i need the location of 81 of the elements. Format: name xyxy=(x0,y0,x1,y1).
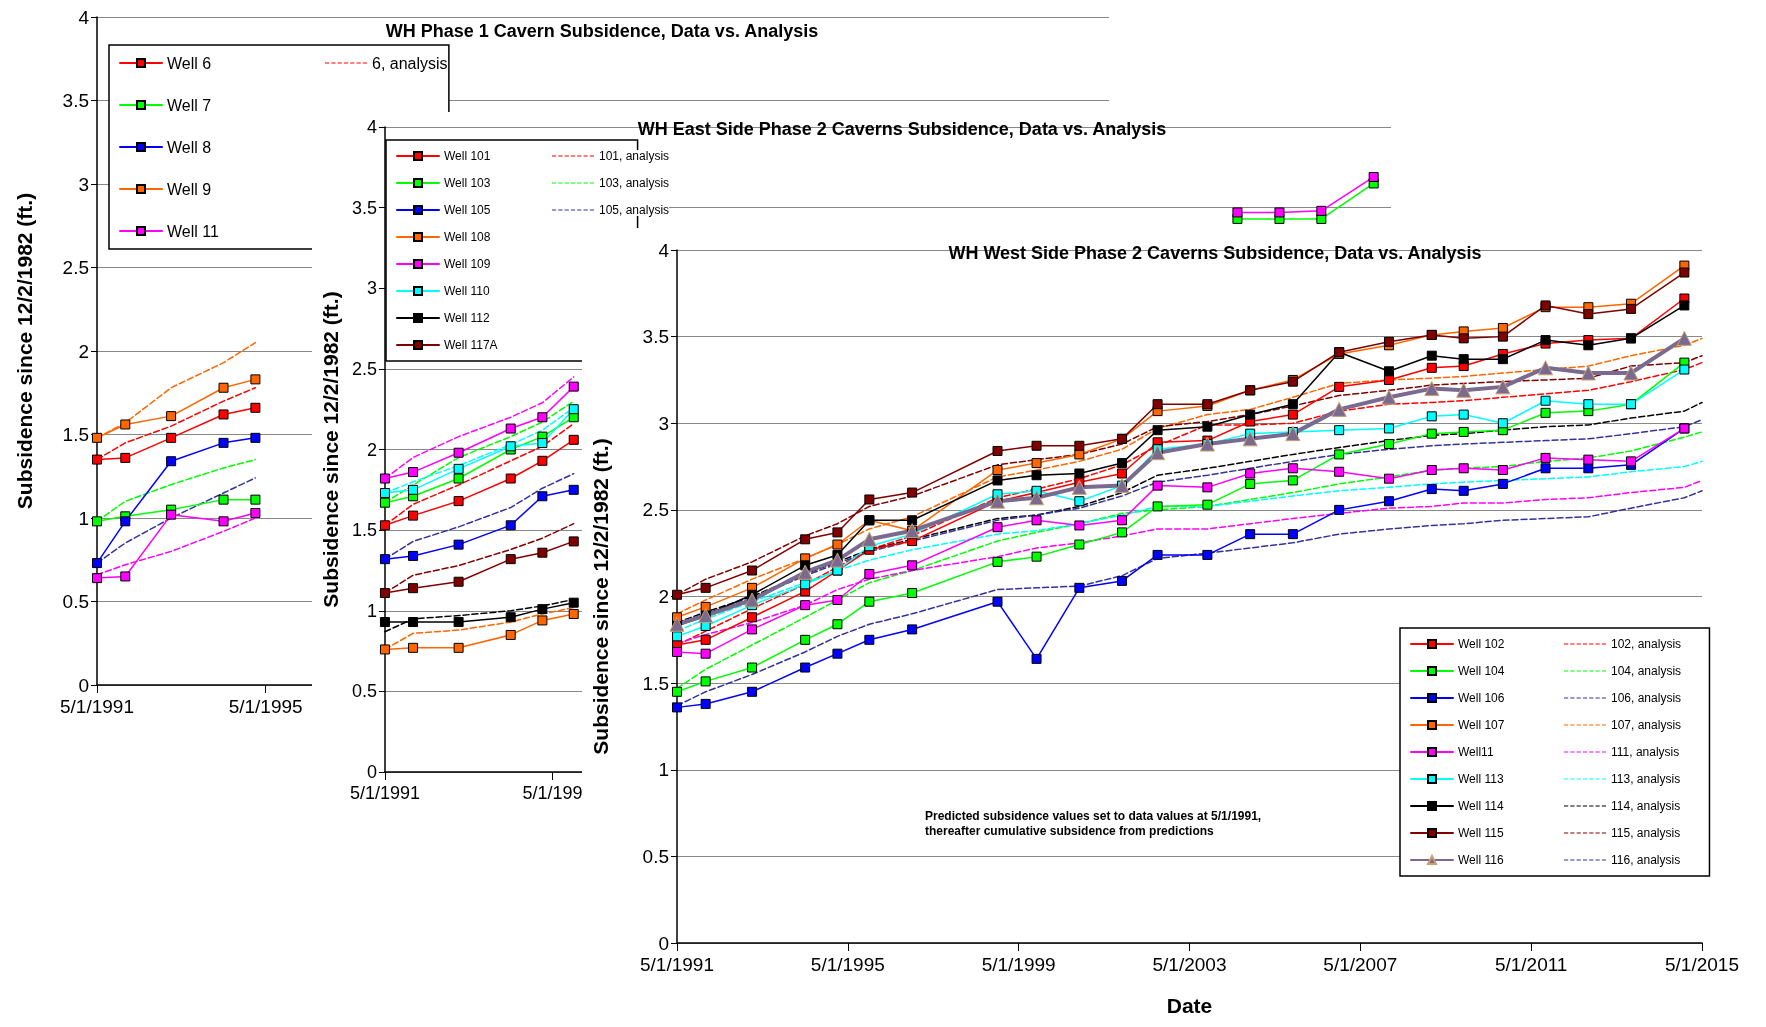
y-tick-label: 2 xyxy=(658,586,669,607)
legend-label: 116, analysis xyxy=(1611,853,1681,867)
legend-label: Well 115 xyxy=(1458,826,1504,840)
legend-label: Well 6 xyxy=(167,54,212,72)
y-axis-title: Subsidence since 12/2/1982 (ft.) xyxy=(319,291,342,608)
y-tick-label: 1 xyxy=(658,759,669,781)
y-tick-label: 3 xyxy=(78,173,89,195)
legend-label: 102, analysis xyxy=(1611,637,1682,651)
y-tick-label: 2 xyxy=(78,340,89,362)
legend-label: 113, analysis xyxy=(1611,772,1681,786)
x-tick-label: 5/1/1995 xyxy=(228,696,303,717)
legend-label: 103, analysis xyxy=(599,176,670,190)
annotation: Predicted subsidence values set to data values at 5/1/1991, thereafter cumulative subsidence from predictions xyxy=(925,808,1262,838)
legend-label: Well 116 xyxy=(1458,853,1504,867)
y-tick-label: 2.5 xyxy=(351,358,377,379)
legend-label: Well11 xyxy=(1458,745,1494,759)
y-tick-label: 4 xyxy=(658,239,670,261)
legend-label: Well 109 xyxy=(444,257,491,271)
y-axis-title: Subsidence since 12/2/1982 (ft.) xyxy=(589,438,612,755)
y-tick-label: 2 xyxy=(366,439,377,460)
x-tick-label: 5/1/1991 xyxy=(349,783,420,803)
x-tick-label: 5/1/2007 xyxy=(1323,954,1398,975)
x-axis-title: Date xyxy=(1166,994,1213,1017)
chart-title: WH Phase 1 Cavern Subsidence, Data vs. Analysis xyxy=(385,21,819,41)
legend-label: Well 108 xyxy=(444,230,491,244)
legend-label: Well 101 xyxy=(444,149,491,163)
legend-label: 111, analysis xyxy=(1611,745,1680,759)
legend-label: Well 107 xyxy=(1458,718,1505,732)
legend-label: Well 8 xyxy=(167,138,212,156)
y-tick-label: 3.5 xyxy=(642,326,669,348)
legend-label: 115, analysis xyxy=(1611,826,1681,840)
legend-label: 105, analysis xyxy=(599,203,670,217)
legend-label: Well 112 xyxy=(444,311,490,325)
legend-label: Well 9 xyxy=(167,180,212,198)
legend-label: Well 7 xyxy=(167,96,212,114)
x-tick-label: 5/1/2011 xyxy=(1494,954,1568,975)
y-tick-label: 0 xyxy=(366,762,377,782)
y-tick-label: 1.5 xyxy=(62,424,89,445)
y-tick-label: 2.5 xyxy=(642,499,669,521)
y-tick-label: 1.5 xyxy=(351,520,377,541)
x-tick-label: 5/1/2003 xyxy=(1152,954,1227,975)
chart-title: WH West Side Phase 2 Caverns Subsidence, Data vs. Analysis xyxy=(948,243,1482,263)
x-tick-label: 5/1/1991 xyxy=(60,696,134,717)
y-tick-label: 0 xyxy=(658,932,669,954)
legend-label: Well 114 xyxy=(1458,799,1504,813)
y-tick-label: 2.5 xyxy=(62,257,89,278)
legend-label: Well 117A xyxy=(444,338,498,352)
legend-label: 107, analysis xyxy=(1611,718,1682,732)
legend-label: Well 104 xyxy=(1458,664,1505,678)
y-tick-label: 1.5 xyxy=(642,672,669,694)
legend-label: 104, analysis xyxy=(1611,664,1682,678)
y-tick-label: 1 xyxy=(366,600,377,621)
x-tick-label: 5/1/2015 xyxy=(1665,954,1739,975)
legend-label: 6, analysis xyxy=(372,54,448,72)
legend-label: Well 11 xyxy=(167,222,219,240)
legend-label: 114, analysis xyxy=(1611,799,1681,813)
y-tick-label: 0 xyxy=(78,674,89,696)
y-axis-title: Subsidence since 12/2/1982 (ft.) xyxy=(13,192,36,510)
y-tick-label: 0.5 xyxy=(642,845,669,867)
legend-label: Well 103 xyxy=(444,176,491,190)
y-tick-label: 1 xyxy=(78,507,89,529)
chart-title: WH East Side Phase 2 Caverns Subsidence, Data vs. Analysis xyxy=(637,119,1167,139)
x-tick-label: 5/1/199 xyxy=(522,783,583,803)
legend-label: 106, analysis xyxy=(1611,691,1682,705)
y-tick-label: 4 xyxy=(366,117,377,137)
y-tick-label: 0.5 xyxy=(351,681,377,702)
y-tick-label: 3 xyxy=(658,412,669,434)
legend-label: 101, analysis xyxy=(599,149,670,163)
legend-label: Well 105 xyxy=(444,203,491,217)
y-tick-label: 3.5 xyxy=(62,90,89,111)
y-tick-label: 3.5 xyxy=(351,197,377,218)
x-tick-label: 5/1/1991 xyxy=(640,954,714,975)
x-tick-label: 5/1/1999 xyxy=(981,954,1056,975)
y-tick-label: 4 xyxy=(78,6,90,28)
legend-label: Well 113 xyxy=(1458,772,1504,786)
y-tick-label: 3 xyxy=(366,278,377,299)
legend-label: Well 110 xyxy=(444,284,490,298)
y-tick-label: 0.5 xyxy=(62,591,89,612)
legend-label: Well 106 xyxy=(1458,691,1505,705)
x-tick-label: 5/1/1995 xyxy=(810,954,885,975)
legend-label: Well 102 xyxy=(1458,637,1505,651)
